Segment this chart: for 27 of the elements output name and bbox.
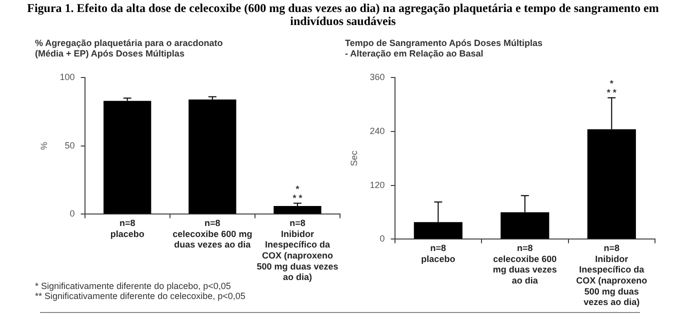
x-tick-label: n=8 celecoxibe 600 mg duas vezes ao dia bbox=[492, 243, 557, 286]
x-tick-label: n=8 Inibidor Inespecífico da COX (naproxeno 500 mg duas vezes ao dia) bbox=[576, 243, 648, 308]
text: * Significativamente diferente do placebo, p<0,05 bbox=[35, 281, 232, 291]
bar bbox=[104, 100, 152, 214]
x-tick-label: n=8 placebo bbox=[421, 243, 456, 264]
bar bbox=[274, 206, 322, 214]
text: Figura 1. Efeito da alta dose de celecoxibe (600 mg duas vezes ao dia) na agregação plaquetária e tempo de sangramento em indivíduos saudáveis bbox=[26, 1, 660, 28]
y-axis-title: % bbox=[38, 142, 49, 150]
y-tick-label: 100 bbox=[60, 72, 75, 82]
annotation: * bbox=[296, 184, 300, 194]
annotation: * bbox=[610, 78, 614, 88]
chart-title: % Agregação plaquetária para o aracdonato (Média + EP) Após Doses Múltiplas bbox=[35, 38, 224, 59]
bar bbox=[188, 99, 236, 214]
annotation: * * bbox=[292, 192, 303, 203]
y-tick-label: 240 bbox=[370, 126, 385, 136]
chart-title: Tempo de Sangramento Após Doses Múltiplas - Alteração em Relação ao Basal bbox=[345, 38, 543, 59]
text: ** Significativamente diferente do celecoxibe, p<0,05 bbox=[35, 291, 246, 301]
y-tick-label: 0 bbox=[380, 234, 385, 244]
annotation: * * bbox=[606, 87, 617, 98]
y-tick-label: 360 bbox=[370, 72, 385, 82]
y-tick-label: 50 bbox=[64, 140, 75, 150]
x-tick-label: n=8 Inibidor Inespecífico da COX (naproxeno 500 mg duas vezes ao dia) bbox=[256, 218, 338, 282]
y-tick-label: 120 bbox=[370, 180, 385, 190]
y-axis-title: Sec bbox=[348, 150, 359, 166]
x-tick-label: n=8 placebo bbox=[110, 218, 145, 239]
y-tick-label: 0 bbox=[70, 208, 75, 219]
x-tick-label: n=8 celecoxibe 600 mg duas vezes ao dia bbox=[172, 218, 252, 250]
